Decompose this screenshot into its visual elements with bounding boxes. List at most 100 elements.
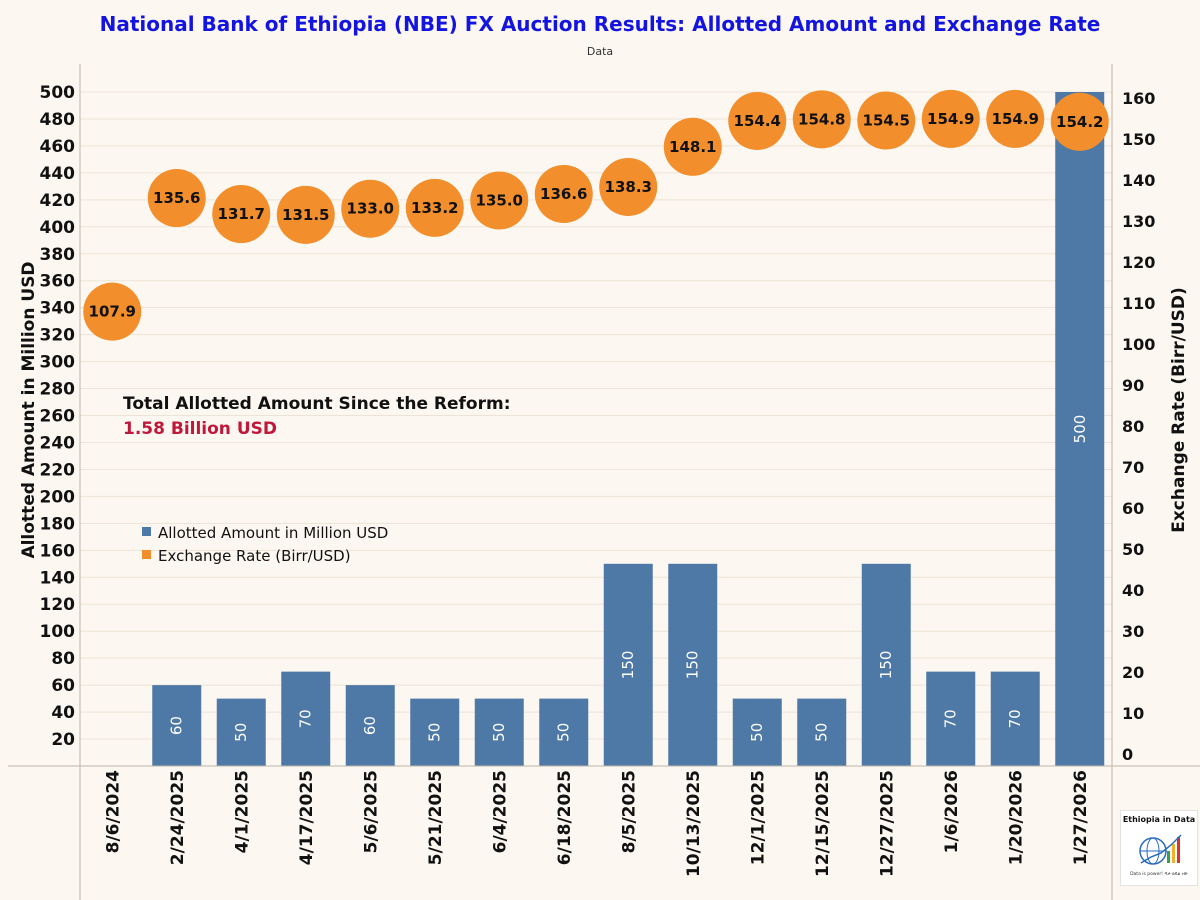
chart-subtitle: Data [586,45,614,58]
y-tick-label: 80 [51,649,75,669]
y-tick-label: 440 [40,164,76,184]
y2-tick-label: 100 [1122,335,1155,354]
rate-label: 131.5 [282,206,329,224]
rate-point [83,282,142,341]
amount-bar-label: 150 [684,651,702,680]
rate-label: 136.6 [540,185,587,203]
y-tick-label: 480 [40,110,76,130]
y2-tick-label: 160 [1122,89,1155,108]
rate-label: 148.1 [669,138,716,156]
y-tick-label: 180 [40,514,76,534]
rate-label: 133.0 [347,200,394,218]
rate-label: 154.5 [863,112,910,130]
rate-label: 138.3 [605,178,652,196]
x-tick-label: 4/1/2025 [232,770,252,853]
x-tick-label: 1/6/2026 [942,770,962,853]
y-tick-label: 120 [40,595,76,615]
x-tick-label: 8/6/2024 [103,770,123,854]
rate-label: 154.4 [734,112,781,130]
y-tick-label: 220 [40,460,76,480]
amount-bar-label: 60 [168,716,186,735]
amount-bar-label: 50 [813,723,831,742]
amount-bar-label: 70 [1006,709,1024,728]
rate-label: 131.7 [218,205,265,223]
bar-series [152,92,1105,766]
amount-bar [345,685,395,766]
y-tick-label: 300 [40,353,76,373]
total-caption: Total Allotted Amount Since the Reform: [123,394,511,414]
amount-bar [410,698,460,766]
amount-bar [152,685,202,766]
amount-bar [990,671,1040,766]
amount-bar [1055,92,1105,766]
y2-tick-label: 110 [1122,294,1155,313]
y-tick-label: 400 [40,218,76,238]
rate-point [147,169,206,228]
x-tick-label: 12/1/2025 [748,770,768,865]
y2-tick-label: 10 [1122,704,1144,723]
rate-point [921,89,980,148]
rate-point [276,185,335,244]
y-tick-label: 140 [40,568,76,588]
rate-label: 135.6 [153,189,200,207]
y2-axis-label: Exchange Rate (Birr/USD) [1169,287,1189,533]
amount-bar [539,698,589,766]
rate-label: 133.2 [411,199,458,217]
legend-swatch-rate [142,550,151,559]
rate-point [212,185,271,244]
legend-label-amount: Allotted Amount in Million USD [158,524,388,542]
amount-bar [474,698,524,766]
y-tick-label: 20 [51,730,75,750]
legend: Allotted Amount in Million USD Exchange … [142,524,388,565]
y2-tick-label: 130 [1122,212,1155,231]
y-tick-label: 460 [40,137,76,157]
x-tick-label: 5/6/2025 [361,770,381,853]
y2-tick-label: 0 [1122,745,1133,764]
amount-bar [797,698,847,766]
y2-tick-label: 40 [1122,581,1144,600]
legend-label-rate: Exchange Rate (Birr/USD) [158,547,351,565]
y-tick-label: 340 [40,299,76,319]
amount-bar-label: 70 [297,709,315,728]
amount-bar-label: 60 [361,716,379,735]
rate-point [405,178,464,237]
amount-bar [926,671,976,766]
y-tick-label: 320 [40,326,76,346]
y-tick-label: 280 [40,380,76,400]
rate-label: 154.9 [927,110,974,128]
y2-tick-label: 30 [1122,622,1144,641]
y-tick-label: 60 [51,676,75,696]
gridlines [80,91,1112,740]
amount-bar-label: 50 [232,723,250,742]
rate-label: 154.8 [798,110,845,128]
amount-bar [732,698,782,766]
amount-bar [216,698,266,766]
x-tick-label: 6/18/2025 [555,770,575,865]
amount-bar-label: 50 [555,723,573,742]
x-tick-label: 12/15/2025 [813,770,833,877]
rate-point [663,117,722,176]
y-tick-label: 100 [40,622,76,642]
y2-tick-label: 60 [1122,499,1144,518]
bar-labels: 60 50 70 60 50 50 50 150 150 50 50 150 70 70 500 [168,415,1089,742]
y-tick-label: 240 [40,433,76,453]
y-tick-label: 420 [40,191,76,211]
x-tick-label: 10/13/2025 [684,770,704,877]
rate-point [1050,92,1109,151]
y-tick-label: 40 [51,703,75,723]
x-tick-label: 8/5/2025 [619,770,639,853]
logo-title: Ethiopia in Data [1122,815,1196,824]
y2-tick-label: 140 [1122,171,1155,190]
y-tick-label: 380 [40,245,76,265]
rate-label: 154.9 [992,110,1039,128]
amount-bar-label: 500 [1071,415,1089,444]
amount-bar-label: 50 [490,723,508,742]
logo-globe-icon [1139,834,1182,865]
amount-bar [668,563,718,766]
y2-tick-label: 150 [1122,130,1155,149]
y2-tick-label: 90 [1122,376,1144,395]
amount-bar-label: 50 [748,723,766,742]
x-tick-label: 2/24/2025 [168,770,188,865]
x-tick-label: 12/27/2025 [877,770,897,877]
brand-logo: Ethiopia in Data Data is power! ዳታ ኃይል ነ… [1120,810,1198,886]
